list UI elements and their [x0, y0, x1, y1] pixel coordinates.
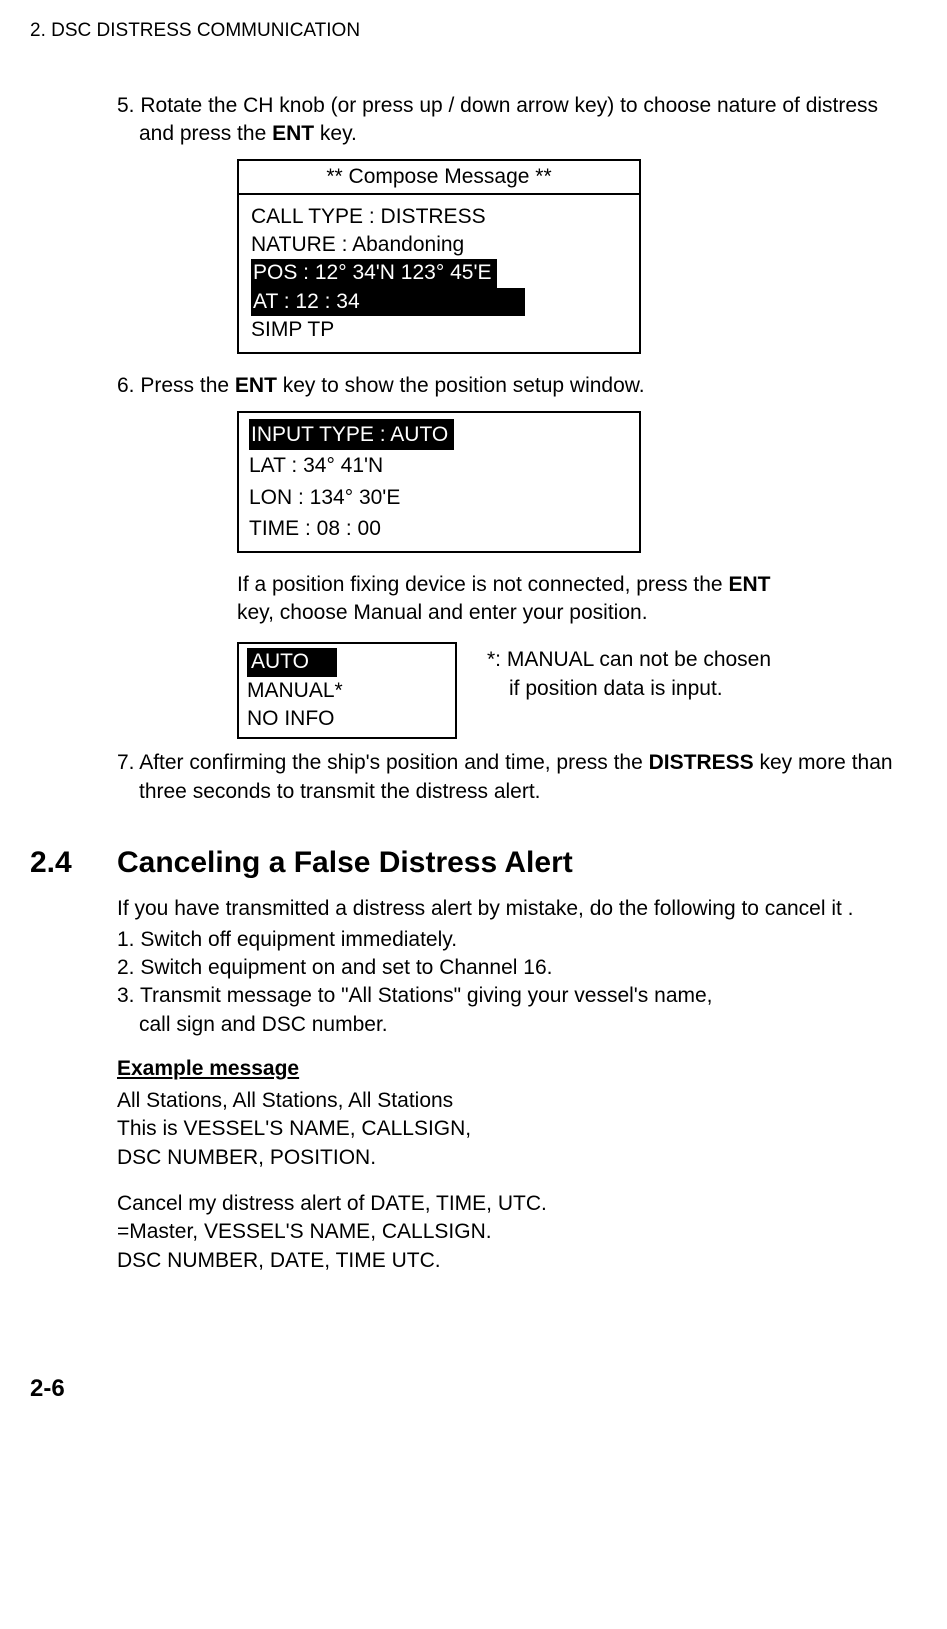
step-text: 7. [117, 751, 139, 774]
step-text: 6. [117, 374, 140, 397]
sub-note: If a position fixing device is not conne… [237, 571, 797, 628]
field-nature: NATURE : Abandoning [251, 231, 627, 259]
side-note: *: MANUAL can not be chosen if position … [487, 642, 771, 703]
step-text: key. [314, 122, 357, 145]
step-text: key to show the position setup window. [277, 374, 645, 397]
cancel-step-3a: 3. Transmit message to "All Stations" gi… [117, 982, 917, 1010]
field-call-type: CALL TYPE : DISTRESS [251, 203, 627, 231]
step-text: 5. [117, 94, 140, 117]
example-message-title: Example message [117, 1057, 917, 1081]
position-setup-box: INPUT TYPE : AUTO LAT : 34° 41'N LON : 1… [237, 411, 641, 553]
msg-line: All Stations, All Stations, All Stations [117, 1087, 917, 1115]
page-header: 2. DSC DISTRESS COMMUNICATION [30, 20, 917, 42]
step-text: After confirming the ship's position and… [139, 751, 648, 774]
key-ent: ENT [235, 374, 277, 397]
cancel-step-1: 1. Switch off equipment immediately. [117, 926, 917, 954]
compose-message-box: ** Compose Message ** CALL TYPE : DISTRE… [237, 159, 641, 355]
key-distress: DISTRESS [649, 751, 754, 774]
step-text: Press the [140, 374, 235, 397]
section-intro: If you have transmitted a distress alert… [117, 895, 917, 923]
step-6: 6. Press the ENT key to show the positio… [117, 372, 917, 400]
field-lat: LAT : 34° 41'N [249, 450, 629, 482]
option-manual: MANUAL* [247, 677, 447, 705]
note-text: key, choose Manual and enter your positi… [237, 601, 648, 624]
input-options-box: AUTO MANUAL* NO INFO [237, 642, 457, 739]
side-note-line1: *: MANUAL can not be chosen [487, 648, 771, 671]
example-message-block-1: All Stations, All Stations, All Stations… [117, 1087, 917, 1172]
field-input-type-selected: INPUT TYPE : AUTO [249, 419, 454, 451]
step-7: 7. After confirming the ship's position … [117, 749, 917, 806]
step-5: 5. Rotate the CH knob (or press up / dow… [117, 92, 917, 149]
page-number: 2-6 [30, 1375, 917, 1403]
step-text: Rotate the CH knob (or press up / down a… [139, 94, 878, 145]
msg-line: DSC NUMBER, POSITION. [117, 1144, 917, 1172]
note-text: If a position fixing device is not conne… [237, 573, 728, 596]
msg-line: This is VESSEL'S NAME, CALLSIGN, [117, 1115, 917, 1143]
box-title: ** Compose Message ** [239, 161, 639, 195]
msg-line: =Master, VESSEL'S NAME, CALLSIGN. [117, 1218, 917, 1246]
msg-line: DSC NUMBER, DATE, TIME UTC. [117, 1247, 917, 1275]
section-2-4-heading: 2.4 Canceling a False Distress Alert [30, 846, 917, 880]
cancel-step-3b: call sign and DSC number. [117, 1011, 917, 1039]
msg-line: Cancel my distress alert of DATE, TIME, … [117, 1190, 917, 1218]
field-time: TIME : 08 : 00 [249, 513, 629, 545]
field-simp: SIMP TP [251, 316, 627, 344]
section-number: 2.4 [30, 846, 117, 880]
cancel-step-2: 2. Switch equipment on and set to Channe… [117, 954, 917, 982]
side-note-line2: if position data is input. [487, 675, 771, 703]
field-at-selected: AT : 12 : 34 [251, 288, 525, 316]
option-noinfo: NO INFO [247, 705, 447, 733]
option-auto-selected: AUTO [247, 648, 337, 676]
key-ent: ENT [272, 122, 314, 145]
key-ent: ENT [728, 573, 770, 596]
field-pos-selected: POS : 12° 34'N 123° 45'E [251, 259, 497, 287]
field-lon: LON : 134° 30'E [249, 482, 629, 514]
example-message-block-2: Cancel my distress alert of DATE, TIME, … [117, 1190, 917, 1275]
section-title: Canceling a False Distress Alert [117, 846, 573, 880]
